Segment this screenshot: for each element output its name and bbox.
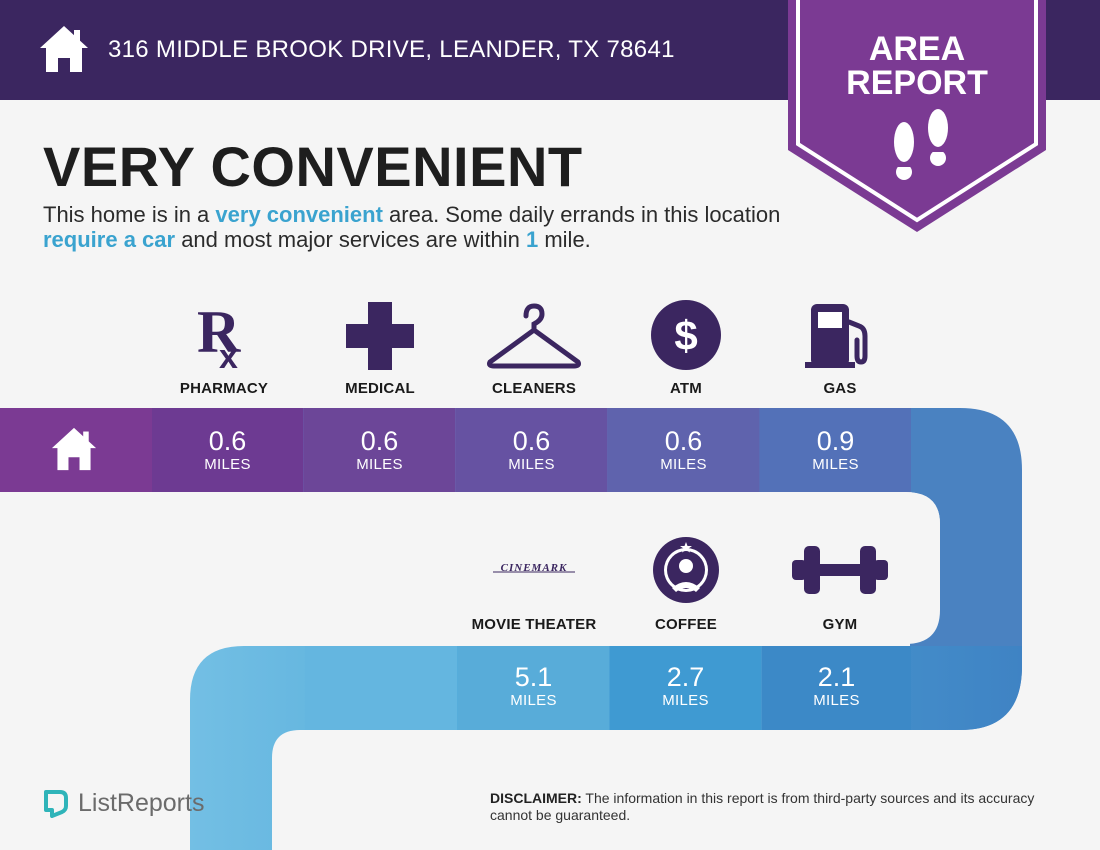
distance-unit: MILES — [660, 456, 707, 473]
svg-text:CINEMARK: CINEMARK — [501, 562, 568, 574]
service-label: ATM — [670, 380, 702, 397]
service-label: MEDICAL — [345, 380, 415, 397]
service-label: GYM — [822, 616, 858, 633]
distance-value: 2.1 — [817, 662, 856, 692]
svg-text:x: x — [219, 338, 238, 370]
service-cleaners: CLEANERS — [458, 296, 610, 406]
distance-unit: MILES — [662, 692, 709, 709]
distance-value: 5.1 — [514, 662, 553, 692]
route-start-home-icon — [51, 427, 97, 471]
hanger-icon — [487, 303, 581, 369]
service-label: COFFEE — [654, 616, 718, 633]
distance-cell-atm: 0.6 MILES — [608, 426, 759, 473]
brand-name: ListReports — [78, 788, 205, 817]
gas-pump-icon — [805, 304, 868, 368]
badge-title-line1: AREA — [868, 30, 966, 68]
distance-unit: MILES — [508, 456, 555, 473]
disclaimer: DISCLAIMER: The information in this repo… — [490, 790, 1070, 824]
medical-cross-icon — [346, 302, 414, 370]
distance-unit: MILES — [204, 456, 251, 473]
starbucks-logo — [653, 537, 719, 603]
distance-value: 0.6 — [664, 426, 703, 456]
dollar-icon: $ — [651, 300, 721, 370]
headline: VERY CONVENIENT — [43, 135, 583, 198]
service-movie-theater: CINEMARK MOVIE THEATER — [458, 534, 610, 644]
dumbbell-icon — [792, 546, 888, 594]
distance-cell-medical: 0.6 MILES — [304, 426, 455, 473]
distance-cell-pharmacy: 0.6 MILES — [152, 426, 303, 473]
service-gas: GAS — [764, 296, 916, 406]
distance-value: 2.7 — [666, 662, 705, 692]
cinemark-logo: CINEMARK — [493, 562, 575, 574]
property-address: 316 MIDDLE BROOK DRIVE, LEANDER, TX 7864… — [108, 36, 675, 63]
svg-text:$: $ — [674, 312, 697, 359]
service-label: CLEANERS — [491, 380, 577, 397]
svg-text:R: R — [197, 300, 241, 365]
distance-value: 0.6 — [360, 426, 399, 456]
distance-unit: MILES — [510, 692, 557, 709]
footprints-icon — [894, 109, 948, 180]
distance-value: 0.6 — [512, 426, 551, 456]
badge-title: AREA REPORT — [788, 32, 1046, 100]
distance-value: 0.6 — [208, 426, 247, 456]
service-medical: MEDICAL — [304, 296, 456, 406]
distance-unit: MILES — [812, 456, 859, 473]
distance-unit: MILES — [356, 456, 403, 473]
service-label: PHARMACY — [179, 380, 269, 397]
service-gym: GYM — [764, 534, 916, 644]
distance-unit: MILES — [813, 692, 860, 709]
listreports-logo-icon — [44, 790, 68, 818]
home-icon — [40, 26, 88, 72]
service-coffee: COFFEE — [610, 534, 762, 644]
disclaimer-label: DISCLAIMER: — [490, 790, 582, 806]
distance-cell-gym: 2.1 MILES — [762, 662, 911, 709]
service-pharmacy: R x PHARMACY — [148, 296, 300, 406]
distance-cell-coffee: 2.7 MILES — [610, 662, 761, 709]
distance-cell-movie-theater: 5.1 MILES — [458, 662, 609, 709]
badge-title-line2: REPORT — [846, 64, 988, 102]
disclaimer-text: The information in this report is from t… — [490, 790, 1035, 823]
service-label: GAS — [823, 380, 857, 397]
area-report-badge: AREA REPORT — [788, 0, 1048, 232]
description: This home is in a very convenient area. … — [43, 202, 781, 252]
distance-cell-cleaners: 0.6 MILES — [456, 426, 607, 473]
distance-cell-gas: 0.9 MILES — [760, 426, 911, 473]
listreports-logo[interactable]: ListReports — [42, 788, 204, 818]
rx-icon: R x — [197, 300, 241, 370]
distance-value: 0.9 — [816, 426, 855, 456]
service-atm: $ ATM — [610, 296, 762, 406]
service-label: MOVIE THEATER — [471, 616, 597, 633]
